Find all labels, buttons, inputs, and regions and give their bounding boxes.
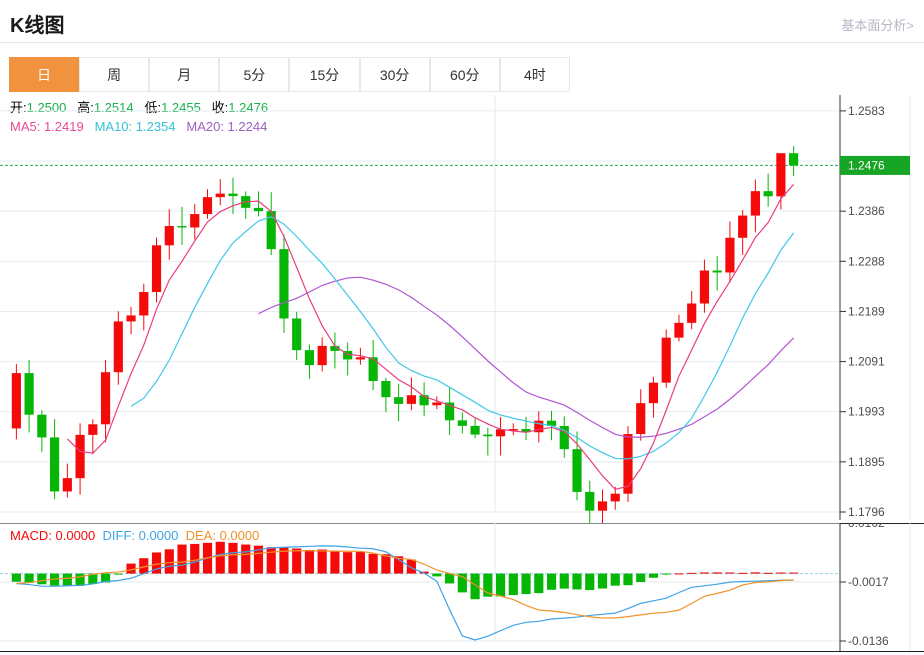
svg-text:1.1895: 1.1895	[848, 455, 885, 469]
svg-text:1.2091: 1.2091	[848, 355, 885, 369]
svg-text:1.2583: 1.2583	[848, 104, 885, 118]
svg-text:1.2386: 1.2386	[848, 204, 885, 218]
svg-text:1.1796: 1.1796	[848, 505, 885, 519]
svg-text:-0.0017: -0.0017	[848, 575, 889, 589]
svg-text:1.2476: 1.2476	[848, 158, 885, 172]
svg-text:1.1993: 1.1993	[848, 405, 885, 419]
svg-text:1.2288: 1.2288	[848, 254, 885, 268]
svg-text:-0.0136: -0.0136	[848, 634, 889, 648]
svg-text:1.2189: 1.2189	[848, 304, 885, 318]
svg-text:0.0102: 0.0102	[848, 523, 885, 530]
